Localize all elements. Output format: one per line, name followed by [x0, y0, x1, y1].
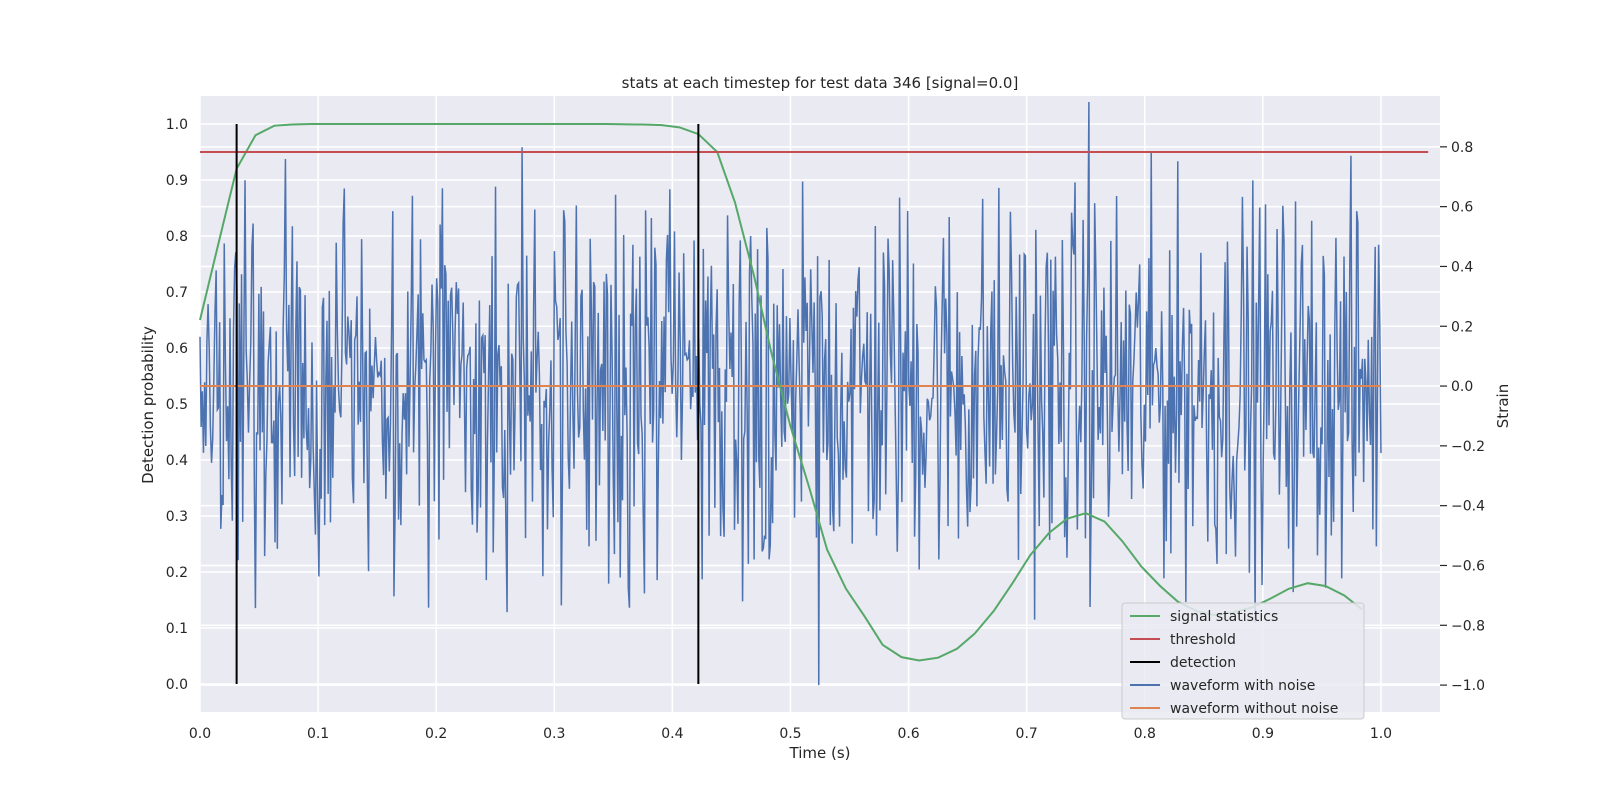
y2-tick-label: −0.8 — [1451, 618, 1485, 634]
legend-label-threshold: threshold — [1170, 632, 1236, 648]
y-tick-label: 0.8 — [166, 229, 188, 245]
legend-label-detection: detection — [1170, 655, 1236, 671]
series-waveform-with-noise-line — [199, 101, 1382, 686]
legend-box — [1121, 602, 1365, 720]
y-tick-label: 0.1 — [166, 621, 188, 637]
y-tick-label: 0.7 — [166, 285, 188, 301]
x-tick-label: 1.0 — [1370, 726, 1392, 742]
y2-tick-label: 0.8 — [1451, 140, 1473, 156]
y-tick-label: 0.5 — [166, 397, 188, 413]
x-tick-label: 0.3 — [543, 726, 565, 742]
legend-label-waveform-without-noise: waveform without noise — [1170, 701, 1338, 717]
y2-tick-label: 0.0 — [1451, 379, 1473, 395]
x-tick-label: 0.0 — [189, 726, 211, 742]
y-tick-label: 0.6 — [166, 341, 188, 357]
x-tick-label: 0.6 — [897, 726, 919, 742]
y2-tick-label: 0.4 — [1451, 259, 1473, 275]
y-tick-label: 1.0 — [166, 117, 188, 133]
legend: signal statistics threshold detection wa… — [1121, 602, 1365, 720]
legend-label-signal-statistics: signal statistics — [1170, 609, 1278, 625]
y-axis-label: Detection probability — [139, 326, 157, 484]
y-tick-label: 0.2 — [166, 565, 188, 581]
tick-labels: 0.0 0.1 0.2 0.3 0.4 0.5 0.6 0.7 0.8 0.9 1.0 0.0 0.1 0… — [166, 117, 1485, 742]
x-tick-label: 0.8 — [1134, 726, 1156, 742]
x-tick-label: 0.5 — [779, 726, 801, 742]
y-tick-label: 0.3 — [166, 509, 188, 525]
x-tick-label: 0.4 — [661, 726, 683, 742]
x-tick-label: 0.1 — [307, 726, 329, 742]
x-axis-label: Time (s) — [789, 744, 851, 762]
y2-tick-label: −1.0 — [1451, 678, 1485, 694]
y2-tick-label: 0.2 — [1451, 319, 1473, 335]
legend-label-waveform-with-noise: waveform with noise — [1170, 678, 1315, 694]
y-tick-label: 0.9 — [166, 173, 188, 189]
y-tick-label: 0.0 — [166, 677, 188, 693]
x-tick-label: 0.7 — [1016, 726, 1038, 742]
y2-tick-label: −0.4 — [1451, 499, 1485, 515]
y2-tick-label: −0.2 — [1451, 439, 1485, 455]
chart-title: stats at each timestep for test data 346… — [622, 74, 1019, 92]
y2-tick-label: 0.6 — [1451, 200, 1473, 216]
y2-tick-label: −0.6 — [1451, 558, 1485, 574]
x-tick-label: 0.9 — [1252, 726, 1274, 742]
y-tick-label: 0.4 — [166, 453, 188, 469]
x-tick-label: 0.2 — [425, 726, 447, 742]
y2-axis-label: Strain — [1494, 384, 1512, 428]
